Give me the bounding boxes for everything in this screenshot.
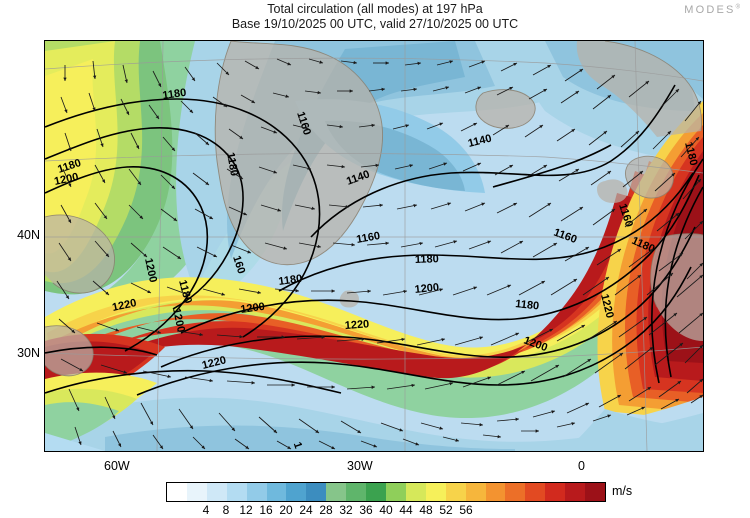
colorbar-tick: 24 <box>299 503 313 517</box>
svg-text:1200: 1200 <box>53 171 79 188</box>
colorbar-swatch <box>385 483 406 501</box>
svg-text:1220: 1220 <box>598 293 616 320</box>
colorbar: 4 8 12 16 20 24 28 32 36 40 44 48 52 56 <box>166 482 606 517</box>
colorbar-swatch <box>485 483 506 501</box>
x-tick-label-30w: 30W <box>347 459 373 473</box>
svg-text:1220: 1220 <box>344 318 369 332</box>
colorbar-swatch <box>326 483 347 501</box>
colorbar-tick: 40 <box>379 503 393 517</box>
colorbar-swatch <box>186 483 207 501</box>
colorbar-tick: 36 <box>359 503 373 517</box>
colorbar-swatch <box>565 483 586 501</box>
colorbar-tick: 12 <box>239 503 253 517</box>
map-svg: 1180 1180 1180 1160 1140 1140 1200 1200 … <box>45 41 703 451</box>
colorbar-swatch <box>226 483 247 501</box>
svg-text:1220: 1220 <box>111 297 137 314</box>
colorbar-swatch <box>266 483 287 501</box>
colorbar-swatch <box>505 483 526 501</box>
chart-subtitle: Base 19/10/2025 00 UTC, valid 27/10/2025… <box>231 16 519 31</box>
map-plot-area: 1180 1180 1180 1160 1140 1140 1200 1200 … <box>44 40 704 452</box>
chart-title-block: Total circulation (all modes) at 197 hPa… <box>0 2 750 31</box>
colorbar-tick: 56 <box>459 503 473 517</box>
colorbar-unit-label: m/s <box>612 484 633 498</box>
colorbar-swatch <box>167 483 187 501</box>
colorbar-swatch <box>206 483 227 501</box>
colorbar-tick: 48 <box>419 503 433 517</box>
svg-text:1180: 1180 <box>224 151 240 177</box>
colorbar-tick: 8 <box>222 503 230 517</box>
modes-logo: MODES® <box>684 4 740 16</box>
chart-title: Total circulation (all modes) at 197 hPa <box>267 2 483 16</box>
svg-text:1180: 1180 <box>176 279 194 305</box>
svg-text:1200: 1200 <box>240 301 266 316</box>
y-tick-label-40n: 40N <box>17 228 40 242</box>
colorbar-swatch <box>405 483 426 501</box>
svg-text:1200: 1200 <box>414 281 440 295</box>
svg-text:1200: 1200 <box>170 307 187 333</box>
colorbar-tick: 28 <box>319 503 333 517</box>
svg-text:1180: 1180 <box>515 298 540 312</box>
colorbar-swatches <box>166 482 606 502</box>
colorbar-tick: 32 <box>339 503 353 517</box>
svg-text:1160: 1160 <box>355 230 381 246</box>
svg-text:1200: 1200 <box>142 257 159 283</box>
registered-mark-icon: ® <box>735 4 740 11</box>
colorbar-swatch <box>246 483 267 501</box>
colorbar-tick: 20 <box>279 503 293 517</box>
svg-text:1180: 1180 <box>682 141 699 167</box>
colorbar-swatch <box>465 483 486 501</box>
svg-text:1180: 1180 <box>278 273 303 288</box>
y-tick-label-30n: 30N <box>17 346 40 360</box>
colorbar-swatch <box>545 483 566 501</box>
x-tick-label-60w: 60W <box>104 459 130 473</box>
colorbar-tick: 16 <box>259 503 273 517</box>
x-tick-label-0: 0 <box>578 459 585 473</box>
colorbar-swatch <box>346 483 367 501</box>
modes-logo-text: MODES <box>684 4 736 16</box>
colorbar-swatch <box>425 483 446 501</box>
colorbar-tick: 52 <box>439 503 453 517</box>
colorbar-swatch <box>445 483 466 501</box>
colorbar-swatch <box>306 483 327 501</box>
colorbar-swatch <box>286 483 307 501</box>
svg-text:1140: 1140 <box>467 132 493 149</box>
colorbar-tick-labels: 4 8 12 16 20 24 28 32 36 40 44 48 52 56 <box>166 502 606 518</box>
colorbar-swatch <box>366 483 386 501</box>
colorbar-swatch <box>525 483 546 501</box>
colorbar-swatch <box>585 483 605 501</box>
colorbar-tick: 4 <box>202 503 210 517</box>
svg-text:1180: 1180 <box>162 87 187 102</box>
colorbar-tick: 44 <box>399 503 413 517</box>
svg-text:1180: 1180 <box>415 253 439 266</box>
svg-text:1220: 1220 <box>201 354 228 372</box>
